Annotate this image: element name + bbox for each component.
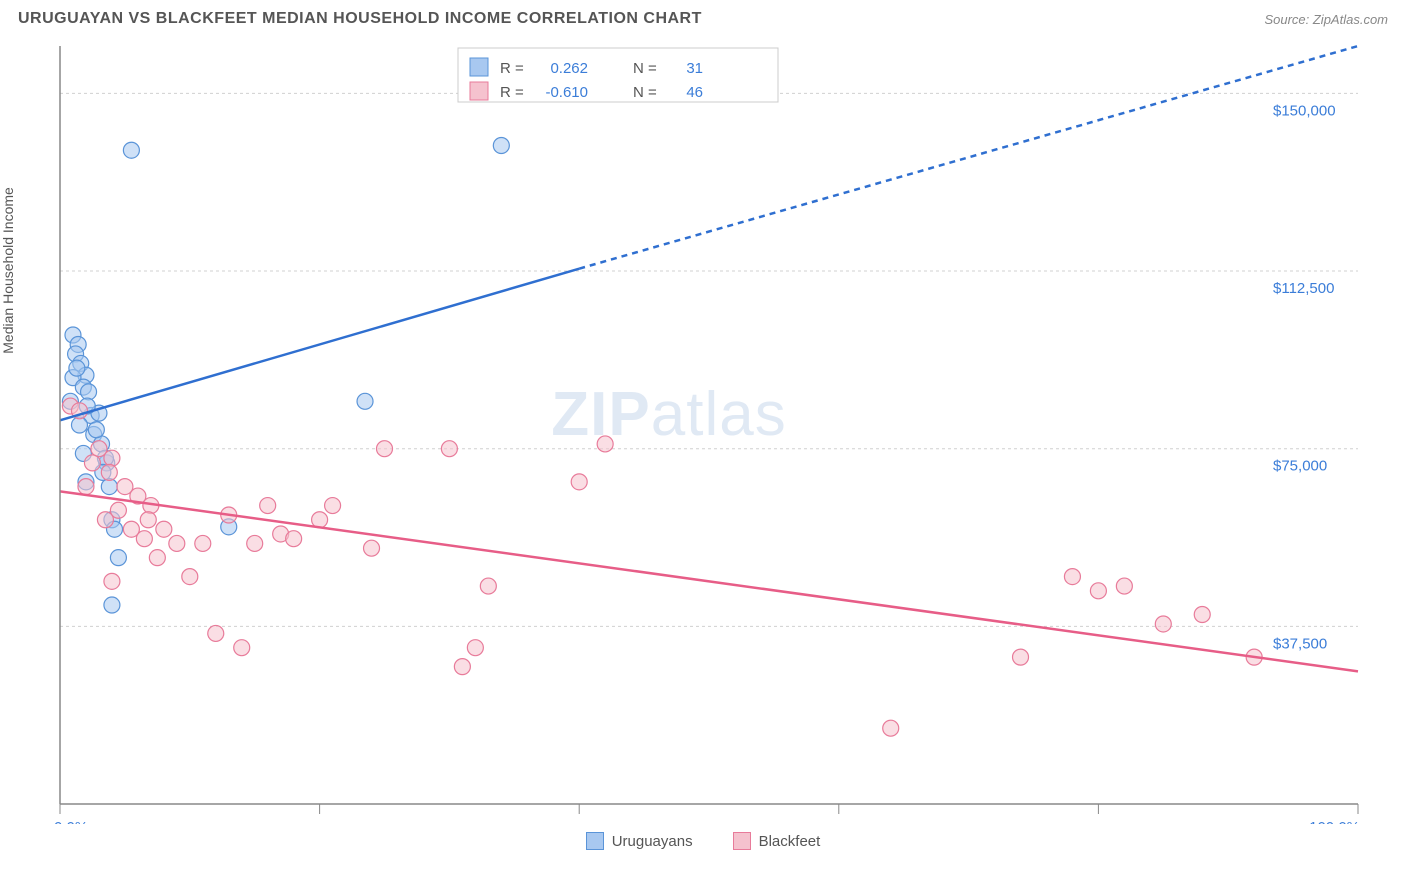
- legend-label: Uruguayans: [612, 833, 693, 850]
- svg-text:0.0%: 0.0%: [54, 819, 88, 824]
- swatch-icon: [733, 832, 751, 850]
- legend-item-blackfeet: Blackfeet: [733, 832, 821, 850]
- legend-item-uruguayans: Uruguayans: [586, 832, 693, 850]
- legend-label: Blackfeet: [759, 833, 821, 850]
- chart-title: URUGUAYAN VS BLACKFEET MEDIAN HOUSEHOLD …: [18, 10, 702, 28]
- svg-text:R =: R =: [500, 60, 524, 77]
- y-axis-label: Median Household Income: [0, 187, 16, 354]
- chart-container: Median Household Income $37,500$75,000$1…: [18, 34, 1388, 824]
- swatch-icon: [586, 832, 604, 850]
- svg-text:N =: N =: [633, 84, 657, 101]
- chart-header: URUGUAYAN VS BLACKFEET MEDIAN HOUSEHOLD …: [0, 0, 1406, 34]
- svg-text:R =: R =: [500, 84, 524, 101]
- svg-text:$75,000: $75,000: [1273, 458, 1327, 475]
- svg-text:46: 46: [686, 84, 703, 101]
- svg-text:$150,000: $150,000: [1273, 102, 1336, 119]
- chart-source: Source: ZipAtlas.com: [1264, 12, 1388, 27]
- scatter-chart: $37,500 $75,000 $112,500 $150,000 ZIPatlas 0.…: [18, 34, 1388, 824]
- bottom-legend: Uruguayans Blackfeet: [0, 832, 1406, 850]
- svg-text:0.262: 0.262: [550, 60, 588, 77]
- svg-text:N =: N =: [633, 60, 657, 77]
- svg-text:-0.610: -0.610: [545, 84, 588, 101]
- svg-text:100.0%: 100.0%: [1309, 819, 1360, 824]
- svg-text:$37,500: $37,500: [1273, 635, 1327, 652]
- svg-text:ZIPatlas: ZIPatlas: [551, 380, 786, 449]
- svg-text:31: 31: [686, 60, 703, 77]
- svg-text:$112,500: $112,500: [1273, 280, 1334, 297]
